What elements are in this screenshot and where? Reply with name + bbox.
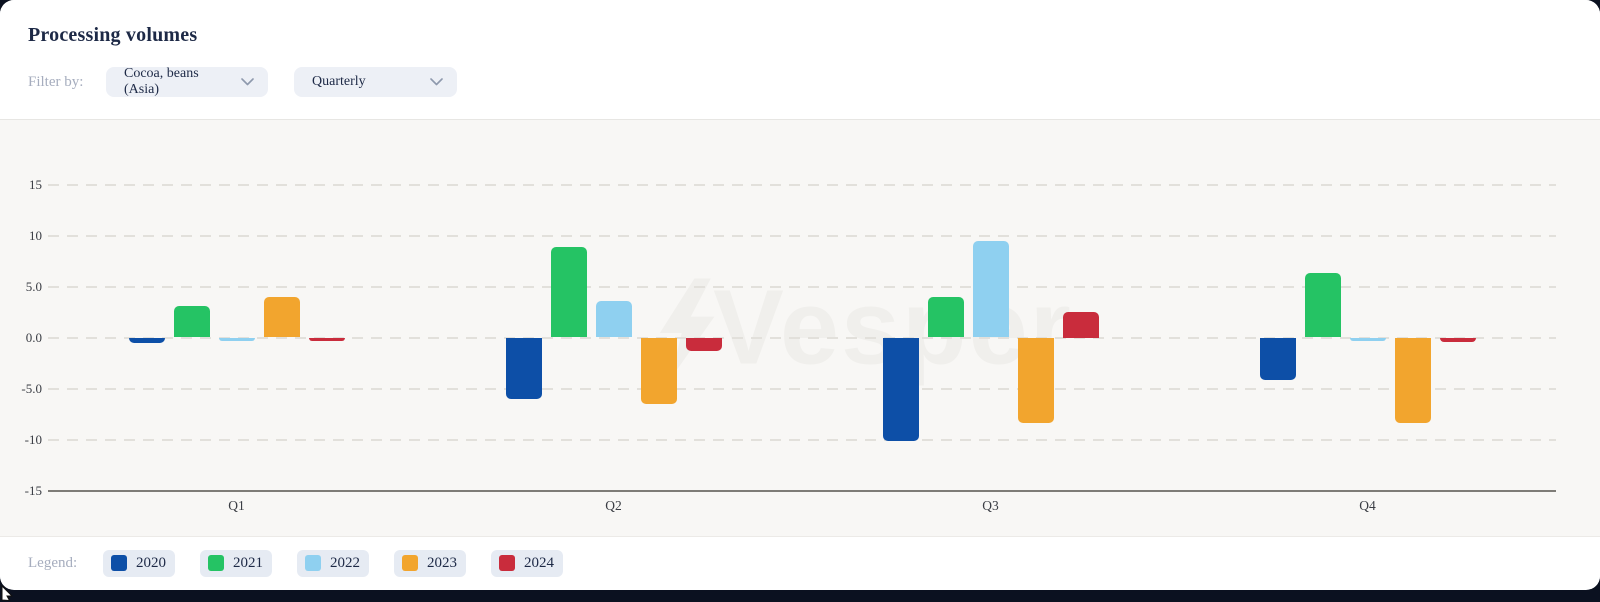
legend-item-2020[interactable]: 2020 — [103, 549, 175, 577]
bar-2024-q4[interactable] — [1439, 337, 1476, 342]
bar-2020-q3[interactable] — [882, 337, 919, 441]
legend-year-label: 2024 — [524, 554, 554, 571]
mouse-cursor — [1, 585, 14, 601]
bar-2020-q1[interactable] — [128, 337, 165, 343]
legend-item-2022[interactable]: 2022 — [297, 549, 369, 577]
bar-2021-q3[interactable] — [927, 296, 964, 338]
bar-2021-q2[interactable] — [550, 246, 587, 338]
bar-2022-q2[interactable] — [595, 300, 632, 338]
x-axis-label-q2: Q2 — [605, 498, 622, 513]
gridline — [48, 438, 1556, 441]
page-title: Processing volumes — [28, 24, 198, 46]
gridline — [48, 285, 1556, 288]
x-axis-label-q1: Q1 — [228, 498, 245, 513]
legend-items: 2020 2021 2022 2023 2024 — [103, 549, 588, 577]
bar-2021-q1[interactable] — [173, 305, 210, 338]
y-tick-label-0.0: 0.0 — [25, 329, 42, 345]
y-tick-label-5.0: 5.0 — [25, 278, 42, 294]
y-tick-label--10: -10 — [24, 431, 42, 447]
bar-2022-q3[interactable] — [972, 240, 1009, 338]
legend-swatch-2023 — [402, 555, 418, 571]
bar-2021-q4[interactable] — [1304, 273, 1341, 338]
bar-2024-q1[interactable] — [308, 337, 345, 341]
bar-2023-q1[interactable] — [263, 296, 300, 338]
legend-item-2021[interactable]: 2021 — [200, 549, 272, 577]
filter-row: Filter by: Cocoa, beans (Asia) Quarterly — [28, 66, 1572, 97]
bar-2020-q2[interactable] — [505, 337, 542, 399]
chevron-down-icon — [430, 78, 443, 86]
filter-by-label: Filter by: — [28, 73, 84, 90]
legend-label: Legend: — [28, 554, 78, 571]
legend-swatch-2024 — [499, 555, 515, 571]
legend-swatch-2021 — [208, 555, 224, 571]
y-tick-label--15: -15 — [24, 482, 42, 498]
bar-2023-q3[interactable] — [1017, 337, 1054, 424]
chevron-down-icon — [241, 78, 254, 86]
y-tick-label-10: 10 — [29, 227, 42, 243]
legend-year-label: 2023 — [427, 554, 457, 571]
legend-row: Legend: 2020 2021 2022 2023 2024 — [0, 537, 1600, 589]
bar-2022-q1[interactable] — [218, 337, 255, 341]
legend-item-2024[interactable]: 2024 — [491, 549, 563, 577]
bar-2022-q4[interactable] — [1349, 337, 1386, 341]
period-filter-value: Quarterly — [312, 74, 366, 89]
y-tick-label--5.0: -5.0 — [21, 380, 42, 396]
bar-2023-q2[interactable] — [640, 337, 677, 404]
x-axis-baseline — [48, 489, 1556, 492]
bar-2023-q4[interactable] — [1394, 337, 1431, 424]
x-axis-label-q3: Q3 — [982, 498, 999, 513]
gridline — [48, 336, 1556, 339]
y-tick-label-15: 15 — [29, 176, 42, 192]
gridline — [48, 387, 1556, 390]
legend-year-label: 2022 — [330, 554, 360, 571]
x-axis-label-q4: Q4 — [1359, 498, 1376, 513]
bar-2024-q3[interactable] — [1062, 312, 1099, 338]
gridline — [48, 183, 1556, 186]
gridline — [48, 234, 1556, 237]
bar-2024-q2[interactable] — [685, 337, 722, 351]
commodity-filter-dropdown[interactable]: Cocoa, beans (Asia) — [106, 66, 268, 97]
legend-item-2023[interactable]: 2023 — [394, 549, 466, 577]
header: Processing volumes Filter by: Cocoa, bea… — [0, 0, 1600, 119]
chart-area: Vesper 15 10 5.0 0.0 -5.0 -10 -15 Q1 Q2 Q3 Q4 — [0, 119, 1600, 537]
legend-year-label: 2021 — [233, 554, 263, 571]
bar-2020-q4[interactable] — [1259, 337, 1296, 381]
legend-swatch-2020 — [111, 555, 127, 571]
legend-swatch-2022 — [305, 555, 321, 571]
period-filter-dropdown[interactable]: Quarterly — [294, 67, 457, 97]
legend-year-label: 2020 — [136, 554, 166, 571]
commodity-filter-value: Cocoa, beans (Asia) — [124, 66, 199, 97]
